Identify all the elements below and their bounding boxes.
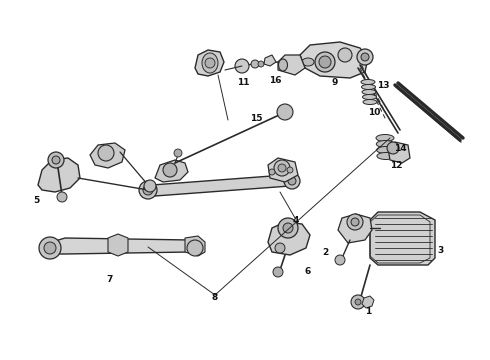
Circle shape [284,173,300,189]
Circle shape [335,255,345,265]
Polygon shape [338,214,372,243]
Ellipse shape [362,90,376,95]
Text: 6: 6 [305,267,311,276]
Ellipse shape [362,85,375,90]
Text: 7: 7 [107,275,113,284]
Text: 5: 5 [33,195,39,204]
Circle shape [351,295,365,309]
Polygon shape [48,238,195,254]
Text: 13: 13 [377,81,389,90]
Text: 8: 8 [212,293,218,302]
Ellipse shape [363,95,376,99]
Circle shape [319,56,331,68]
Circle shape [48,152,64,168]
Circle shape [278,164,286,172]
Polygon shape [148,175,295,196]
Circle shape [187,240,203,256]
Circle shape [269,169,275,175]
Circle shape [139,181,157,199]
Text: 10: 10 [368,108,380,117]
Polygon shape [268,158,298,182]
Polygon shape [388,142,410,163]
Circle shape [44,242,56,254]
Circle shape [287,167,293,173]
Text: 4: 4 [293,216,299,225]
Polygon shape [362,296,374,308]
Circle shape [144,180,156,192]
Ellipse shape [361,80,375,85]
Circle shape [174,149,182,157]
Circle shape [274,160,290,176]
Text: 2: 2 [322,248,328,257]
Ellipse shape [377,153,395,159]
Polygon shape [108,234,128,256]
Polygon shape [155,160,188,182]
Polygon shape [268,222,310,255]
Circle shape [338,48,352,62]
Polygon shape [278,55,305,75]
Circle shape [163,163,177,177]
Circle shape [251,60,259,68]
Text: 9: 9 [332,77,338,86]
Polygon shape [90,143,125,168]
Ellipse shape [377,147,394,153]
Circle shape [315,52,335,72]
Polygon shape [38,158,80,192]
Circle shape [205,58,215,68]
Circle shape [351,218,359,226]
Ellipse shape [376,140,394,148]
Ellipse shape [278,59,288,71]
Polygon shape [185,236,205,256]
Circle shape [235,59,249,73]
Text: 12: 12 [390,161,402,170]
Text: 3: 3 [437,246,443,255]
Circle shape [288,177,296,185]
Circle shape [57,192,67,202]
Circle shape [98,145,114,161]
Circle shape [355,299,361,305]
Circle shape [273,267,283,277]
Circle shape [283,223,293,233]
Text: 14: 14 [393,144,406,153]
Circle shape [39,237,61,259]
Polygon shape [195,50,224,76]
Polygon shape [300,42,368,78]
Circle shape [143,185,153,195]
Circle shape [361,53,369,61]
Circle shape [52,156,60,164]
Ellipse shape [363,99,377,104]
Text: 16: 16 [269,76,281,85]
Ellipse shape [376,135,394,141]
Text: 1: 1 [365,307,371,316]
Text: 11: 11 [237,77,249,86]
Circle shape [357,49,373,65]
Text: 15: 15 [250,113,262,122]
Circle shape [277,104,293,120]
Circle shape [258,61,264,67]
Circle shape [387,142,399,154]
Ellipse shape [302,58,314,66]
Circle shape [347,214,363,230]
Polygon shape [264,55,276,66]
Circle shape [278,218,298,238]
Circle shape [275,243,285,253]
Polygon shape [370,212,435,265]
Ellipse shape [202,53,218,73]
